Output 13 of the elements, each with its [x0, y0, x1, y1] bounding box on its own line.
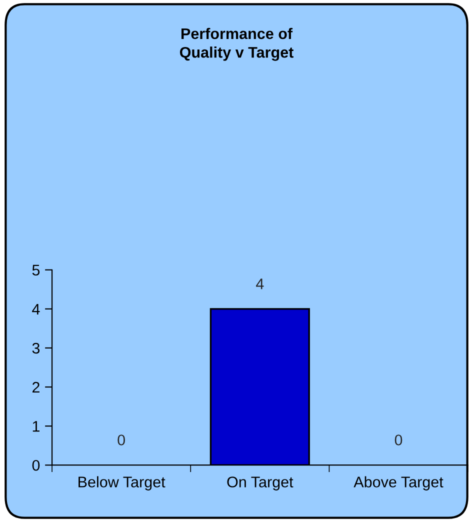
data-label: 4 [256, 278, 264, 290]
y-tick-label: 3 [32, 342, 40, 354]
chart-title: Performance of Quality v Target [180, 28, 294, 61]
y-tick-label: 5 [32, 264, 40, 276]
y-tick-label: 1 [32, 421, 40, 432]
x-tick-label: Below Target [78, 476, 166, 490]
y-tick-label: 0 [32, 460, 40, 471]
x-tick-label: Above Target [354, 476, 444, 490]
x-tick-label: On Target [227, 476, 294, 490]
y-tick-label: 2 [32, 382, 40, 393]
data-label: 0 [394, 434, 402, 446]
y-tick-label: 4 [32, 304, 40, 314]
data-label: 0 [118, 434, 125, 446]
